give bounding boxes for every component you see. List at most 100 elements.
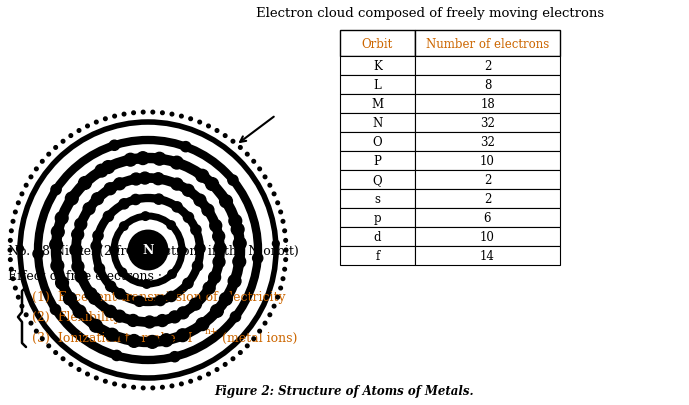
Circle shape xyxy=(198,376,201,380)
Circle shape xyxy=(69,134,72,138)
Bar xyxy=(340,228,415,246)
Circle shape xyxy=(14,211,17,214)
Circle shape xyxy=(93,231,103,241)
Circle shape xyxy=(279,211,282,214)
Text: Electron cloud composed of freely moving electrons: Electron cloud composed of freely moving… xyxy=(256,6,604,19)
Circle shape xyxy=(122,384,126,388)
Text: n+: n+ xyxy=(205,327,218,336)
Text: N: N xyxy=(372,117,382,130)
Circle shape xyxy=(110,141,119,151)
Circle shape xyxy=(112,350,122,361)
Circle shape xyxy=(203,282,215,294)
Circle shape xyxy=(232,224,244,236)
Circle shape xyxy=(141,111,145,115)
Bar xyxy=(340,209,415,228)
Circle shape xyxy=(122,113,126,117)
Circle shape xyxy=(198,121,201,125)
Circle shape xyxy=(77,129,81,133)
Circle shape xyxy=(56,277,68,290)
Circle shape xyxy=(220,293,232,305)
Circle shape xyxy=(69,363,72,366)
Circle shape xyxy=(118,269,127,277)
Circle shape xyxy=(209,220,222,232)
Circle shape xyxy=(206,178,218,191)
Circle shape xyxy=(232,357,235,361)
Circle shape xyxy=(47,344,50,348)
Circle shape xyxy=(141,212,150,221)
Text: 6: 6 xyxy=(484,211,491,224)
Circle shape xyxy=(105,306,116,318)
Circle shape xyxy=(177,307,189,319)
Circle shape xyxy=(181,142,191,152)
Text: 18: 18 xyxy=(480,98,495,111)
Circle shape xyxy=(263,176,267,179)
Bar xyxy=(340,171,415,190)
Circle shape xyxy=(79,177,92,190)
Text: 10: 10 xyxy=(480,230,495,243)
Circle shape xyxy=(50,305,61,315)
Bar xyxy=(415,190,560,209)
Circle shape xyxy=(169,311,181,323)
Circle shape xyxy=(151,111,154,115)
Circle shape xyxy=(176,329,189,342)
Circle shape xyxy=(171,179,183,191)
Text: Orbit: Orbit xyxy=(362,37,393,50)
Circle shape xyxy=(110,246,119,255)
Circle shape xyxy=(77,368,81,371)
Circle shape xyxy=(213,256,225,268)
Circle shape xyxy=(127,335,141,347)
Circle shape xyxy=(94,376,98,380)
Text: 32: 32 xyxy=(480,136,495,149)
Text: Number of electrons: Number of electrons xyxy=(426,37,549,50)
Circle shape xyxy=(50,239,63,252)
Circle shape xyxy=(47,153,50,157)
Bar xyxy=(340,31,415,57)
Text: Q: Q xyxy=(373,174,382,187)
Circle shape xyxy=(229,215,242,228)
Circle shape xyxy=(191,225,201,235)
Text: 2: 2 xyxy=(484,192,491,205)
Circle shape xyxy=(268,184,271,188)
Circle shape xyxy=(85,288,97,300)
Circle shape xyxy=(272,193,276,196)
Text: M: M xyxy=(371,98,384,111)
Circle shape xyxy=(276,202,280,205)
Circle shape xyxy=(55,212,68,225)
Circle shape xyxy=(215,368,219,371)
Circle shape xyxy=(153,153,166,166)
Circle shape xyxy=(83,203,95,215)
Circle shape xyxy=(143,280,151,288)
Text: 14: 14 xyxy=(480,249,495,262)
Text: 2: 2 xyxy=(484,174,491,187)
Circle shape xyxy=(8,249,12,252)
Circle shape xyxy=(34,330,38,333)
Circle shape xyxy=(113,115,116,119)
Bar xyxy=(340,246,415,265)
Circle shape xyxy=(72,261,84,273)
Text: (3)  Ionization to make M: (3) Ionization to make M xyxy=(32,331,192,344)
Circle shape xyxy=(104,183,116,195)
Circle shape xyxy=(61,140,65,144)
Circle shape xyxy=(167,221,176,230)
Circle shape xyxy=(232,140,235,144)
Circle shape xyxy=(272,241,279,247)
Text: 2: 2 xyxy=(484,60,491,73)
Circle shape xyxy=(245,153,249,157)
Circle shape xyxy=(189,118,192,121)
Circle shape xyxy=(61,357,65,361)
Circle shape xyxy=(263,322,267,325)
Bar xyxy=(415,171,560,190)
Circle shape xyxy=(132,386,135,389)
Bar xyxy=(415,246,560,265)
Text: 32: 32 xyxy=(480,117,495,130)
Bar xyxy=(415,114,560,133)
Circle shape xyxy=(202,205,214,217)
Circle shape xyxy=(65,193,78,205)
Circle shape xyxy=(284,249,288,252)
Circle shape xyxy=(146,336,158,348)
Circle shape xyxy=(90,320,102,333)
Circle shape xyxy=(258,330,261,333)
Circle shape xyxy=(11,220,15,224)
Circle shape xyxy=(166,292,176,302)
Circle shape xyxy=(10,268,13,271)
